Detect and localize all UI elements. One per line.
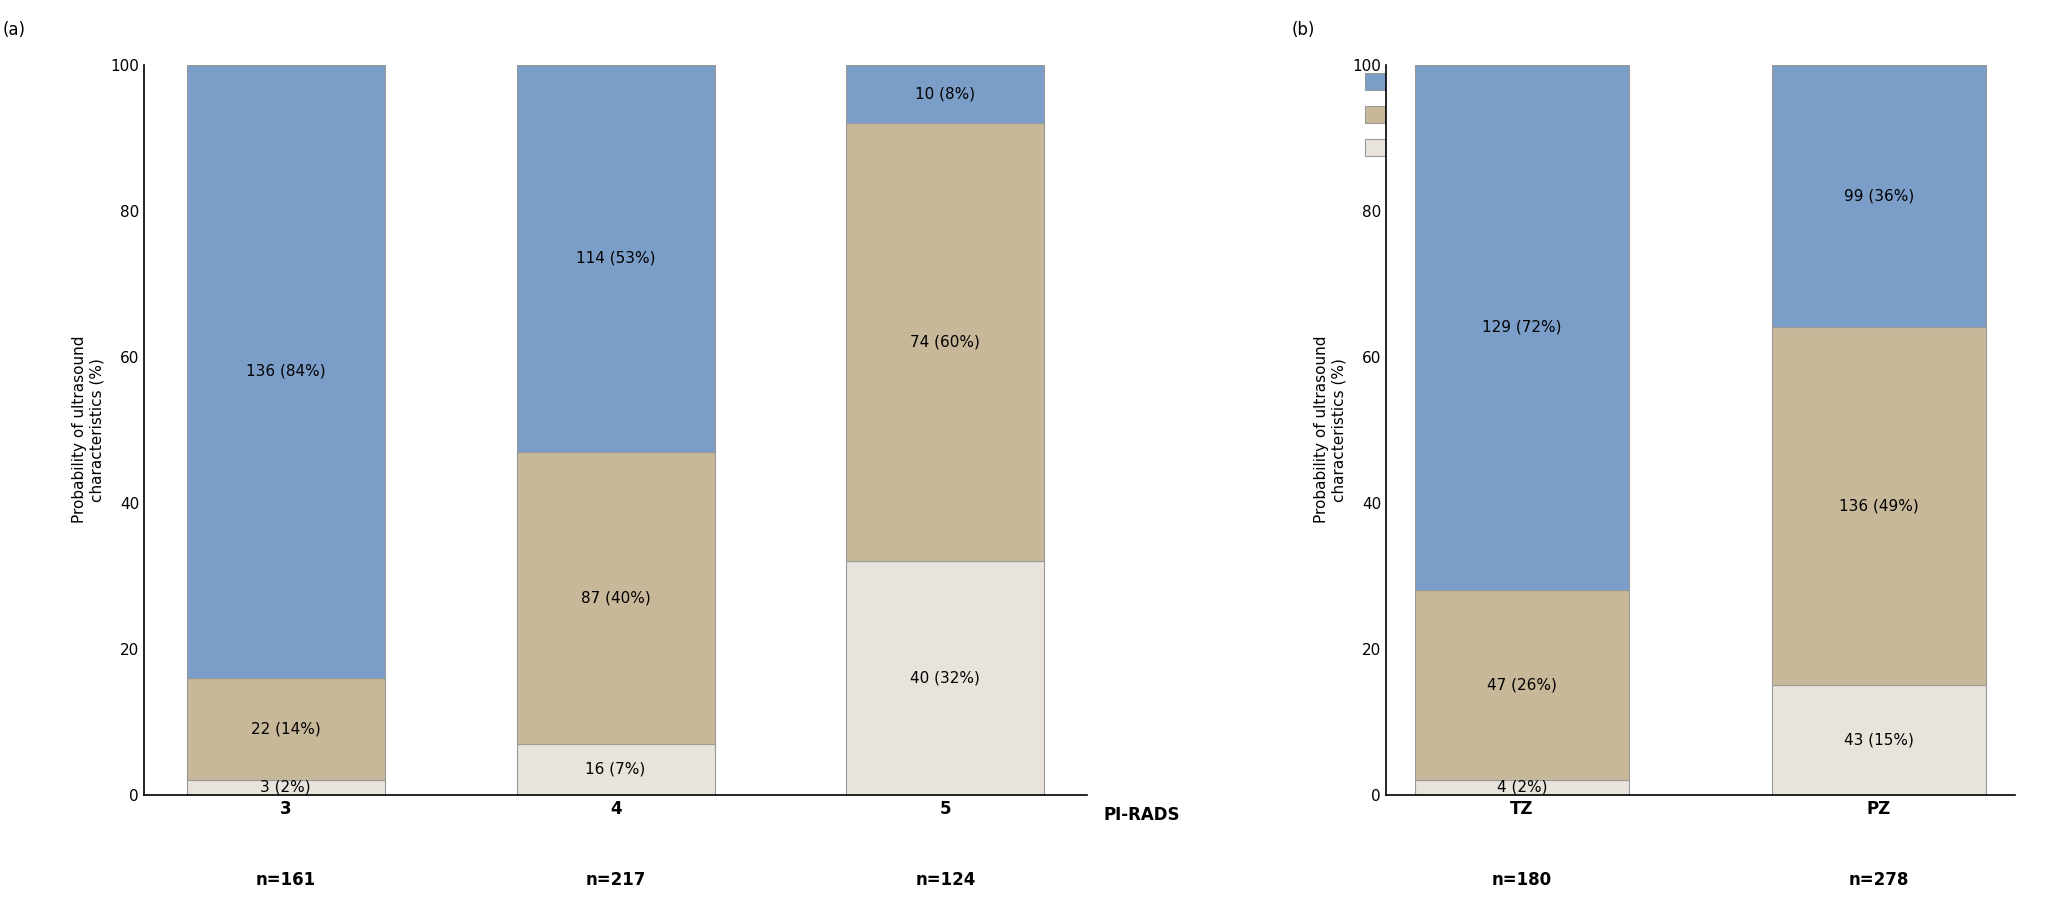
Bar — [847, 123, 1044, 561]
Text: 114 (53%): 114 (53%) — [576, 250, 656, 265]
Bar — [847, 65, 1044, 123]
Text: 136 (84%): 136 (84%) — [247, 364, 325, 379]
Bar — [1772, 65, 1986, 327]
Text: 99 (36%): 99 (36%) — [1844, 188, 1914, 203]
Bar — [187, 678, 384, 780]
Bar — [516, 744, 715, 795]
Text: 22 (14%): 22 (14%) — [251, 722, 321, 736]
Text: 16 (7%): 16 (7%) — [586, 761, 646, 776]
Text: 3 (2%): 3 (2%) — [261, 780, 310, 795]
Bar — [187, 780, 384, 795]
Text: 129 (72%): 129 (72%) — [1482, 320, 1561, 335]
Text: 87 (40%): 87 (40%) — [580, 590, 650, 605]
Text: n=161: n=161 — [255, 871, 317, 889]
Bar — [1415, 780, 1628, 795]
Text: n=278: n=278 — [1848, 871, 1910, 889]
Text: n=180: n=180 — [1493, 871, 1552, 889]
Y-axis label: Probability of ultrasound
characteristics (%): Probability of ultrasound characteristic… — [72, 336, 105, 523]
Text: 43 (15%): 43 (15%) — [1844, 733, 1914, 748]
Bar — [1772, 327, 1986, 685]
Text: 4 (2%): 4 (2%) — [1497, 780, 1546, 795]
Bar — [1772, 685, 1986, 795]
Legend: Bi, Ho, Hm: Bi, Ho, Hm — [1365, 73, 1437, 157]
Bar — [847, 561, 1044, 795]
Bar — [516, 452, 715, 744]
Text: n=124: n=124 — [915, 871, 977, 889]
Y-axis label: Probability of ultrasound
characteristics (%): Probability of ultrasound characteristic… — [1314, 336, 1347, 523]
Text: 40 (32%): 40 (32%) — [911, 670, 981, 686]
Text: (b): (b) — [1291, 21, 1316, 39]
Bar — [1415, 65, 1628, 590]
Bar — [516, 65, 715, 452]
Text: PI-RADS: PI-RADS — [1104, 806, 1180, 823]
Text: 74 (60%): 74 (60%) — [911, 334, 981, 349]
Text: 10 (8%): 10 (8%) — [915, 86, 975, 102]
Text: 47 (26%): 47 (26%) — [1486, 677, 1556, 693]
Bar — [187, 65, 384, 678]
Text: n=217: n=217 — [586, 871, 646, 889]
Text: 136 (49%): 136 (49%) — [1840, 499, 1918, 514]
Text: (a): (a) — [2, 21, 25, 39]
Bar — [1415, 590, 1628, 780]
